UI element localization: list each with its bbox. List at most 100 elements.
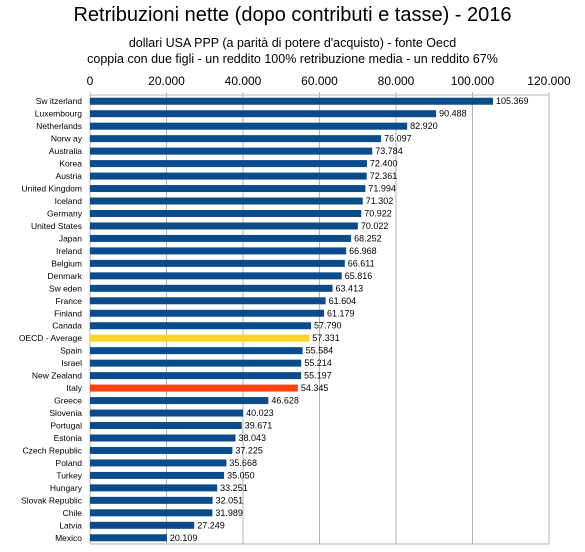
bar-italy <box>90 384 298 392</box>
bar-oecd-average <box>90 334 310 342</box>
value-label: 68.252 <box>354 233 382 243</box>
bar-czech-republic <box>90 446 233 454</box>
x-tick-label: 60.000 <box>301 74 338 88</box>
bar-japan <box>90 234 352 242</box>
value-label: 71.302 <box>366 196 394 206</box>
category-label: Belgium <box>51 258 82 268</box>
value-label: 72.361 <box>370 171 398 181</box>
category-label: Finland <box>54 308 82 318</box>
category-label: Norw ay <box>51 134 83 144</box>
bar-spain <box>90 347 303 355</box>
category-label: Chile <box>63 508 83 518</box>
bar-latvia <box>90 521 195 529</box>
bar-sw-itzerland <box>90 97 494 105</box>
category-label: Czech Republic <box>22 445 82 455</box>
x-tick-label: 100.000 <box>451 74 495 88</box>
value-label: 54.345 <box>301 383 329 393</box>
category-label: Slovenia <box>49 408 82 418</box>
category-label: United States <box>31 221 82 231</box>
category-label: New Zealand <box>32 371 82 381</box>
category-label: Canada <box>52 321 82 331</box>
value-label: 46.628 <box>271 396 299 406</box>
value-label: 20.109 <box>170 533 198 543</box>
x-tick-label: 0 <box>87 74 94 88</box>
category-label: Greece <box>54 396 82 406</box>
bar-sw-eden <box>90 284 333 292</box>
category-label: Hungary <box>50 483 83 493</box>
value-label: 32.051 <box>216 495 244 505</box>
chart-subtitle-line2: coppia con due figli - un reddito 100% r… <box>87 52 498 66</box>
bar-korea <box>90 160 367 168</box>
x-axis-ticks: 0 20.000 40.000 60.000 80.000 100.000 120.000 <box>87 74 571 88</box>
bar-united-kingdom <box>90 185 366 193</box>
bar-slovak-republic <box>90 496 213 504</box>
bar-luxembourg <box>90 110 437 118</box>
category-label: Italy <box>66 383 82 393</box>
value-label: 40.023 <box>246 408 274 418</box>
value-label: 76.097 <box>384 134 412 144</box>
category-label: Korea <box>59 159 82 169</box>
value-label: 82.920 <box>410 121 438 131</box>
bar-turkey <box>90 471 225 479</box>
value-label: 61.604 <box>329 296 357 306</box>
bar-iceland <box>90 197 363 205</box>
bar-israel <box>90 359 302 367</box>
value-label: 57.790 <box>314 321 342 331</box>
category-label: Japan <box>59 233 82 243</box>
bar-germany <box>90 209 362 217</box>
category-label: Poland <box>56 458 83 468</box>
bar-mexico <box>90 534 167 542</box>
bar-belgium <box>90 259 345 267</box>
value-label: 70.922 <box>364 208 392 218</box>
bar-estonia <box>90 434 236 442</box>
category-label: Netherlands <box>36 121 82 131</box>
bar-poland <box>90 459 227 467</box>
category-label: Germany <box>47 208 83 218</box>
value-label: 57.331 <box>312 333 340 343</box>
bars <box>90 97 494 542</box>
value-label: 66.968 <box>349 246 377 256</box>
category-label: Luxembourg <box>35 109 83 119</box>
value-label: 73.784 <box>375 146 403 156</box>
category-label: Turkey <box>56 470 82 480</box>
value-label: 90.488 <box>439 109 467 119</box>
bar-united-states <box>90 222 358 230</box>
bar-slovenia <box>90 409 244 417</box>
value-label: 61.179 <box>327 308 355 318</box>
value-label: 37.225 <box>235 445 263 455</box>
x-tick-label: 40.000 <box>225 74 262 88</box>
value-label: 55.214 <box>304 358 332 368</box>
value-label: 71.994 <box>368 184 396 194</box>
category-label: Spain <box>60 346 82 356</box>
chart-subtitle-line1: dollari USA PPP (a parità di potere d'ac… <box>128 36 457 50</box>
bar-denmark <box>90 272 342 280</box>
grid-lines <box>89 92 550 545</box>
bar-france <box>90 297 326 305</box>
value-label: 35.668 <box>229 458 257 468</box>
category-label: Sw eden <box>49 283 82 293</box>
bar-portugal <box>90 422 242 430</box>
bar-new-zealand <box>90 372 302 380</box>
category-label: OECD - Average <box>19 333 82 343</box>
x-tick-label: 20.000 <box>148 74 185 88</box>
category-label: Estonia <box>54 433 83 443</box>
bar-austria <box>90 172 367 180</box>
value-label: 31.989 <box>215 508 243 518</box>
chart-title: Retribuzioni nette (dopo contributi e ta… <box>73 4 512 26</box>
category-label: Mexico <box>55 533 82 543</box>
value-label: 35.050 <box>227 470 255 480</box>
category-label: Austria <box>56 171 83 181</box>
value-label: 55.197 <box>304 371 332 381</box>
category-label: Ireland <box>56 246 82 256</box>
value-label: 63.413 <box>336 283 364 293</box>
value-label: 66.611 <box>348 258 375 268</box>
category-label: France <box>56 296 83 306</box>
value-label: 38.043 <box>239 433 267 443</box>
value-label: 27.249 <box>197 520 225 530</box>
value-label: 105.369 <box>496 96 529 106</box>
category-label: Slovak Republic <box>21 495 83 505</box>
bar-norw-ay <box>90 135 382 143</box>
bar-ireland <box>90 247 347 255</box>
bar-canada <box>90 322 312 330</box>
